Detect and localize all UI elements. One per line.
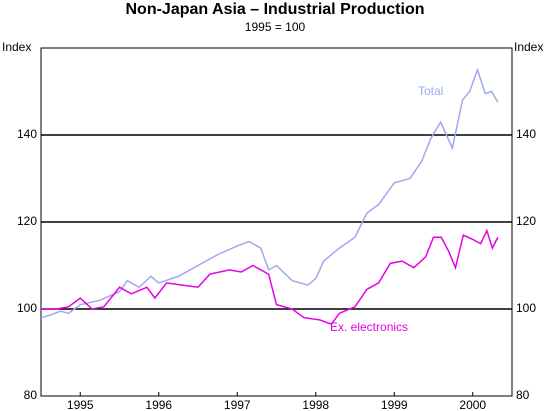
y-tick-label: 100 — [17, 301, 37, 315]
chart-subtitle: 1995 = 100 — [245, 20, 306, 34]
plot-frame — [40, 47, 513, 397]
y-tick-label: 120 — [17, 214, 37, 228]
chart-title: Non-Japan Asia – Industrial Production — [126, 1, 425, 18]
y-tick-label: 140 — [17, 127, 37, 141]
y2-tick-label: 80 — [516, 388, 530, 402]
y2-tick-label: 140 — [516, 127, 536, 141]
series-label: Total — [418, 84, 443, 98]
y2-tick-label: 100 — [516, 301, 536, 315]
y-tick-label: 80 — [24, 388, 38, 402]
x-tick-label: 1998 — [302, 398, 329, 411]
x-tick-label: 1995 — [67, 398, 94, 411]
series-line — [41, 228, 499, 326]
y-axis-label: Index — [2, 40, 31, 54]
x-tick-label: 1996 — [145, 398, 172, 411]
x-tick-label: 1997 — [224, 398, 251, 411]
x-tick-label: 1999 — [381, 398, 408, 411]
series-line — [40, 67, 499, 319]
series-label: Ex. electronics — [330, 320, 408, 334]
y2-axis-label: Index — [514, 40, 543, 54]
x-tick-label: 2000 — [459, 398, 486, 411]
y2-tick-label: 120 — [516, 214, 536, 228]
